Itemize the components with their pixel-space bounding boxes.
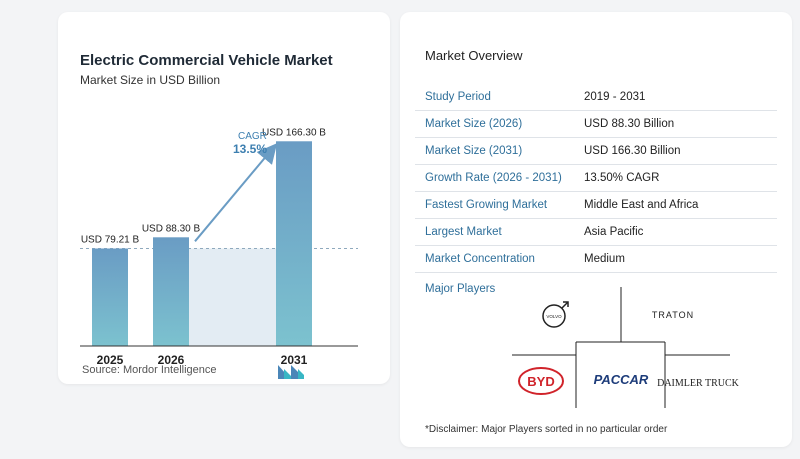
volvo-logo: VOLVO bbox=[542, 301, 569, 328]
x-tick-label: 2031 bbox=[281, 353, 308, 367]
table-row: Growth Rate (2026 - 2031) 13.50% CAGR bbox=[415, 165, 777, 192]
row-value: USD 88.30 Billion bbox=[584, 118, 675, 130]
x-tick-label: 2025 bbox=[97, 353, 124, 367]
byd-logo: BYD bbox=[518, 367, 564, 395]
row-key: Growth Rate (2026 - 2031) bbox=[425, 172, 562, 184]
overview-table: Study Period 2019 - 2031 Market Size (202… bbox=[415, 84, 777, 273]
major-players-label: Major Players bbox=[425, 283, 496, 295]
x-tick-label: 2026 bbox=[158, 353, 185, 367]
row-key: Largest Market bbox=[425, 226, 502, 238]
row-key: Market Size (2031) bbox=[425, 145, 523, 157]
svg-text:VOLVO: VOLVO bbox=[546, 314, 562, 319]
disclaimer-text: *Disclaimer: Major Players sorted in no … bbox=[425, 424, 668, 435]
table-row: Fastest Growing Market Middle East and Af… bbox=[415, 192, 777, 219]
bar-2026 bbox=[153, 237, 189, 346]
table-row: Market Size (2026) USD 88.30 Billion bbox=[415, 111, 777, 138]
table-row: Market Size (2031) USD 166.30 Billion bbox=[415, 138, 777, 165]
bar-data-label: USD 79.21 B bbox=[81, 234, 140, 245]
row-value: Medium bbox=[584, 253, 625, 265]
row-key: Fastest Growing Market bbox=[425, 199, 548, 211]
mordor-logo-icon bbox=[278, 365, 304, 379]
major-players-grid: VOLVO TRATON BYD PACCAR DAIMLER TRUCK bbox=[512, 287, 740, 408]
row-key: Market Size (2026) bbox=[425, 118, 523, 130]
cagr-label: CAGR bbox=[238, 131, 267, 142]
cagr-value: 13.5% bbox=[233, 142, 267, 156]
bar-2025 bbox=[92, 248, 128, 346]
row-value: 2019 - 2031 bbox=[584, 91, 646, 103]
overview-title: Market Overview bbox=[425, 48, 523, 63]
traton-logo: TRATON bbox=[652, 310, 694, 320]
chart-card: Electric Commercial Vehicle Market Marke… bbox=[58, 12, 390, 384]
row-value: USD 166.30 Billion bbox=[584, 145, 681, 157]
bar-data-label: USD 166.30 B bbox=[262, 127, 326, 138]
svg-text:BYD: BYD bbox=[527, 374, 554, 389]
row-key: Market Concentration bbox=[425, 253, 535, 265]
cagr-arrow bbox=[194, 143, 278, 242]
paccar-logo: PACCAR bbox=[594, 372, 649, 387]
bar-2031 bbox=[276, 141, 312, 346]
row-value: 13.50% CAGR bbox=[584, 172, 660, 184]
overview-card: Market Overview Study Period 2019 - 2031 … bbox=[400, 12, 792, 447]
source-text: Source: Mordor Intelligence bbox=[82, 364, 217, 376]
chart-title: Electric Commercial Vehicle Market bbox=[80, 52, 333, 69]
chart-subtitle: Market Size in USD Billion bbox=[80, 73, 221, 87]
daimler-truck-logo: DAIMLER TRUCK bbox=[657, 378, 740, 389]
row-value: Middle East and Africa bbox=[584, 199, 699, 211]
row-value: Asia Pacific bbox=[584, 226, 644, 238]
row-key: Study Period bbox=[425, 91, 491, 103]
table-row: Largest Market Asia Pacific bbox=[415, 219, 777, 246]
table-row: Market Concentration Medium bbox=[415, 246, 777, 273]
table-row: Study Period 2019 - 2031 bbox=[415, 84, 777, 111]
bar-data-label: USD 88.30 B bbox=[142, 223, 201, 234]
